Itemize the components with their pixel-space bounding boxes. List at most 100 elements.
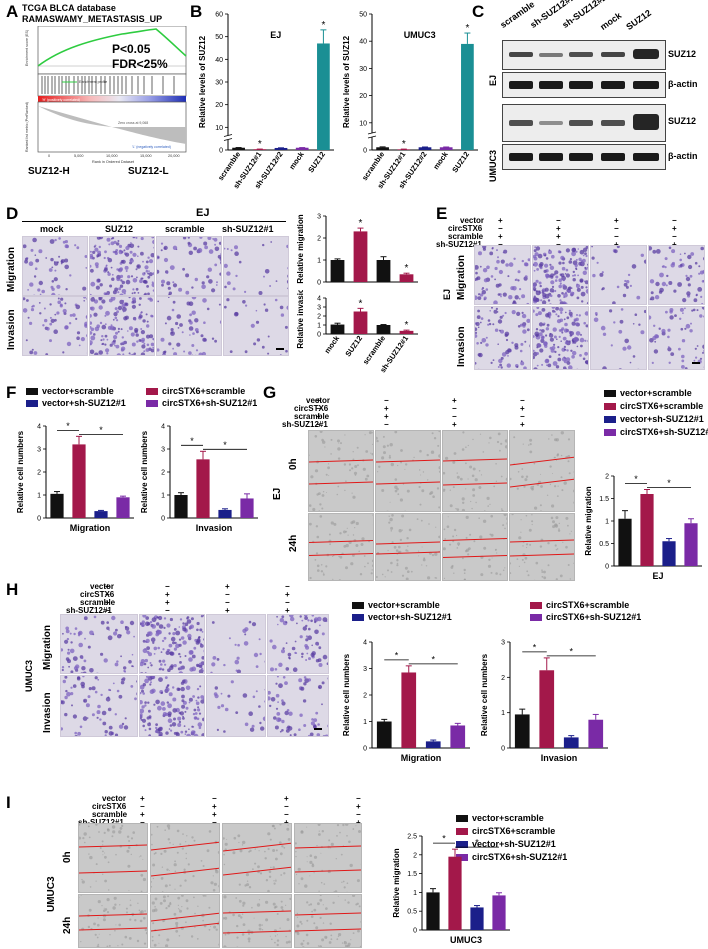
cell-speck	[549, 465, 552, 468]
cell-speck	[268, 870, 272, 874]
wound-image	[509, 430, 575, 512]
stained-cell	[569, 258, 572, 261]
stained-cell	[153, 338, 154, 341]
cell-speck	[192, 875, 195, 878]
stained-cell	[67, 648, 70, 651]
cell-speck	[104, 852, 106, 854]
stained-cell	[535, 328, 539, 331]
stained-cell	[538, 343, 542, 348]
significance-star: *	[475, 838, 479, 848]
stained-cell	[51, 287, 55, 291]
stained-cell	[281, 699, 284, 702]
stained-cell	[274, 298, 278, 302]
stained-cell	[141, 277, 144, 280]
stained-cell	[504, 304, 507, 305]
cell-speck	[501, 508, 503, 510]
stained-cell	[517, 325, 521, 328]
stained-cell	[536, 346, 539, 349]
cell-speck	[125, 907, 128, 910]
cell-speck	[276, 913, 279, 915]
stained-cell	[151, 617, 157, 623]
stained-cell	[136, 264, 141, 269]
stained-cell	[552, 309, 555, 313]
y-tick-label: 2	[413, 852, 417, 859]
cell-speck	[467, 444, 469, 447]
stained-cell	[194, 318, 199, 323]
cell-speck	[534, 506, 538, 510]
stained-cell	[573, 319, 577, 322]
stained-cell	[485, 336, 488, 339]
cell-speck	[310, 915, 314, 918]
stained-cell	[207, 237, 212, 240]
stained-cell	[693, 298, 698, 303]
cell-speck	[314, 435, 318, 438]
micrograph-texture	[23, 297, 87, 355]
stained-cell	[67, 651, 71, 655]
stained-cell	[521, 259, 524, 263]
cell-speck	[83, 832, 87, 836]
legend-item: vector+scramble	[604, 388, 692, 398]
stained-cell	[80, 681, 85, 687]
cell-speck	[151, 935, 154, 938]
bar	[397, 149, 411, 150]
cell-speck	[265, 879, 269, 882]
stained-cell	[690, 252, 695, 256]
cell-speck	[249, 849, 252, 852]
stained-cell	[583, 280, 586, 283]
stained-cell	[694, 261, 698, 265]
cell-speck	[319, 503, 322, 506]
stained-cell	[163, 626, 166, 629]
stained-cell	[123, 725, 129, 730]
stained-cell	[114, 713, 117, 716]
cell-speck	[186, 907, 189, 910]
bar	[353, 311, 368, 334]
cell-speck	[372, 443, 373, 445]
stained-cell	[157, 269, 160, 274]
cell-speck	[136, 939, 140, 943]
bar	[418, 147, 432, 150]
bar	[253, 149, 267, 150]
stained-cell	[496, 249, 498, 252]
stained-cell	[554, 270, 559, 275]
cell-speck	[500, 442, 503, 445]
stained-cell	[321, 681, 325, 685]
bar	[588, 719, 604, 748]
stained-cell	[187, 633, 192, 639]
cell-speck	[368, 431, 372, 435]
stained-cell	[536, 307, 540, 309]
cell-speck	[135, 892, 138, 893]
stained-cell	[533, 367, 538, 369]
cell-speck	[312, 507, 316, 511]
legend-swatch	[456, 854, 468, 862]
stained-cell	[487, 319, 491, 322]
micrograph-texture	[90, 297, 154, 355]
stained-cell	[176, 314, 181, 319]
stained-cell	[140, 718, 143, 721]
stained-cell	[73, 632, 76, 636]
stained-cell	[481, 288, 484, 291]
cell-speck	[394, 478, 398, 481]
stained-cell	[161, 283, 164, 287]
stained-cell	[161, 668, 165, 671]
y-axis-label: Relative cell numbers	[16, 430, 25, 513]
cell-speck	[154, 852, 157, 854]
stained-cell	[178, 671, 184, 673]
stained-cell	[671, 261, 675, 266]
stained-cell	[307, 678, 311, 682]
stained-cell	[318, 663, 323, 667]
stained-cell	[475, 334, 478, 338]
cell-speck	[406, 537, 409, 540]
cell-speck	[438, 431, 440, 433]
stained-cell	[255, 665, 259, 668]
stained-cell	[53, 329, 58, 334]
wound-texture	[79, 824, 147, 893]
stained-cell	[649, 279, 655, 284]
stained-cell	[582, 247, 588, 252]
stained-cell	[189, 667, 194, 672]
stained-cell	[244, 290, 247, 293]
stained-cell	[670, 352, 675, 356]
cell-speck	[505, 477, 507, 481]
stained-cell	[121, 303, 126, 308]
stained-cell	[236, 656, 240, 660]
